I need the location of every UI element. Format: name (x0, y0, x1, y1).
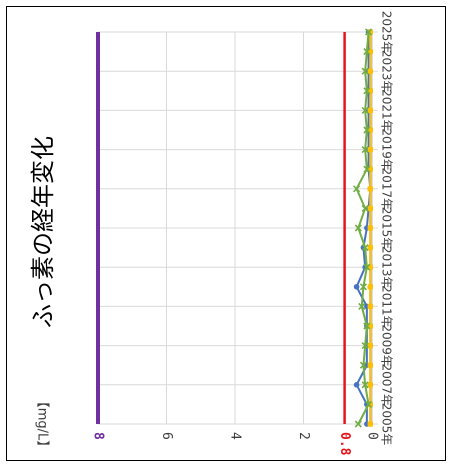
data-point (363, 263, 371, 271)
year-axis-ticks: 2005年2007年2009年2011年2013年2015年2017年2019年… (380, 11, 394, 446)
value-tick-label: 2 (296, 432, 311, 440)
data-point (361, 381, 369, 389)
reference-lines (96, 32, 346, 424)
data-point (367, 127, 373, 133)
data-point (367, 205, 373, 211)
data-point (363, 48, 371, 56)
data-point (365, 400, 373, 408)
data-point (354, 224, 362, 232)
data-point (367, 49, 373, 55)
data-point (367, 303, 373, 309)
year-tick-label: 2023年 (380, 50, 394, 93)
data-point (367, 362, 373, 368)
year-tick-label: 2017年 (380, 168, 394, 211)
data-point (361, 244, 369, 252)
year-tick-label: 2009年 (380, 324, 394, 367)
data-point (353, 284, 360, 290)
value-axis-ticks: 0 0.8 2 4 6 8 (91, 432, 380, 456)
data-point (365, 28, 373, 36)
year-tick-label: 2025年 (380, 11, 394, 54)
data-point (367, 264, 373, 270)
data-point (359, 283, 368, 291)
data-point (361, 106, 369, 114)
data-point (363, 322, 371, 330)
data-point (363, 87, 371, 95)
data-point (353, 382, 360, 388)
data-point (353, 185, 361, 193)
data-point (367, 147, 373, 153)
data-point (367, 29, 373, 35)
year-tick-label: 2021年 (380, 89, 394, 132)
chart-title: ふっ素の経年変化 (29, 136, 57, 328)
data-point (361, 146, 369, 154)
data-point (367, 245, 373, 251)
data-point (367, 68, 373, 74)
data-point (367, 401, 373, 407)
value-tick-label: 6 (159, 432, 174, 440)
data-point (367, 382, 373, 388)
data-point (361, 67, 369, 75)
data-point (367, 343, 373, 349)
year-tick-label: 2007年 (380, 364, 394, 407)
data-point (367, 225, 373, 231)
data-point (367, 186, 373, 192)
data-point (358, 302, 366, 310)
data-point (367, 284, 373, 290)
data-point (367, 166, 373, 172)
value-tick-label: 0.8 (337, 432, 352, 456)
year-tick-label: 2015年 (380, 207, 394, 250)
year-tick-label: 2005年 (380, 403, 394, 446)
data-point (354, 420, 362, 428)
data-point (361, 342, 369, 350)
data-point (363, 165, 371, 173)
year-tick-label: 2013年 (380, 246, 394, 289)
data-point (367, 421, 373, 427)
data-point (367, 107, 373, 113)
unit-label: 【mg/L】 (35, 395, 50, 454)
data-point (363, 126, 371, 134)
value-tick-label: 4 (228, 432, 243, 440)
year-tick-label: 2019年 (380, 128, 394, 171)
value-tick-label: 8 (91, 432, 106, 440)
chart-series (353, 28, 374, 428)
data-point (359, 361, 368, 369)
series-group (367, 29, 373, 427)
series-group (353, 28, 373, 428)
data-point (367, 323, 373, 329)
value-tick-label: 0 (365, 432, 380, 440)
data-point (361, 204, 369, 212)
data-point (367, 88, 373, 94)
year-tick-label: 2011年 (380, 285, 394, 328)
chart-grid (97, 31, 378, 425)
